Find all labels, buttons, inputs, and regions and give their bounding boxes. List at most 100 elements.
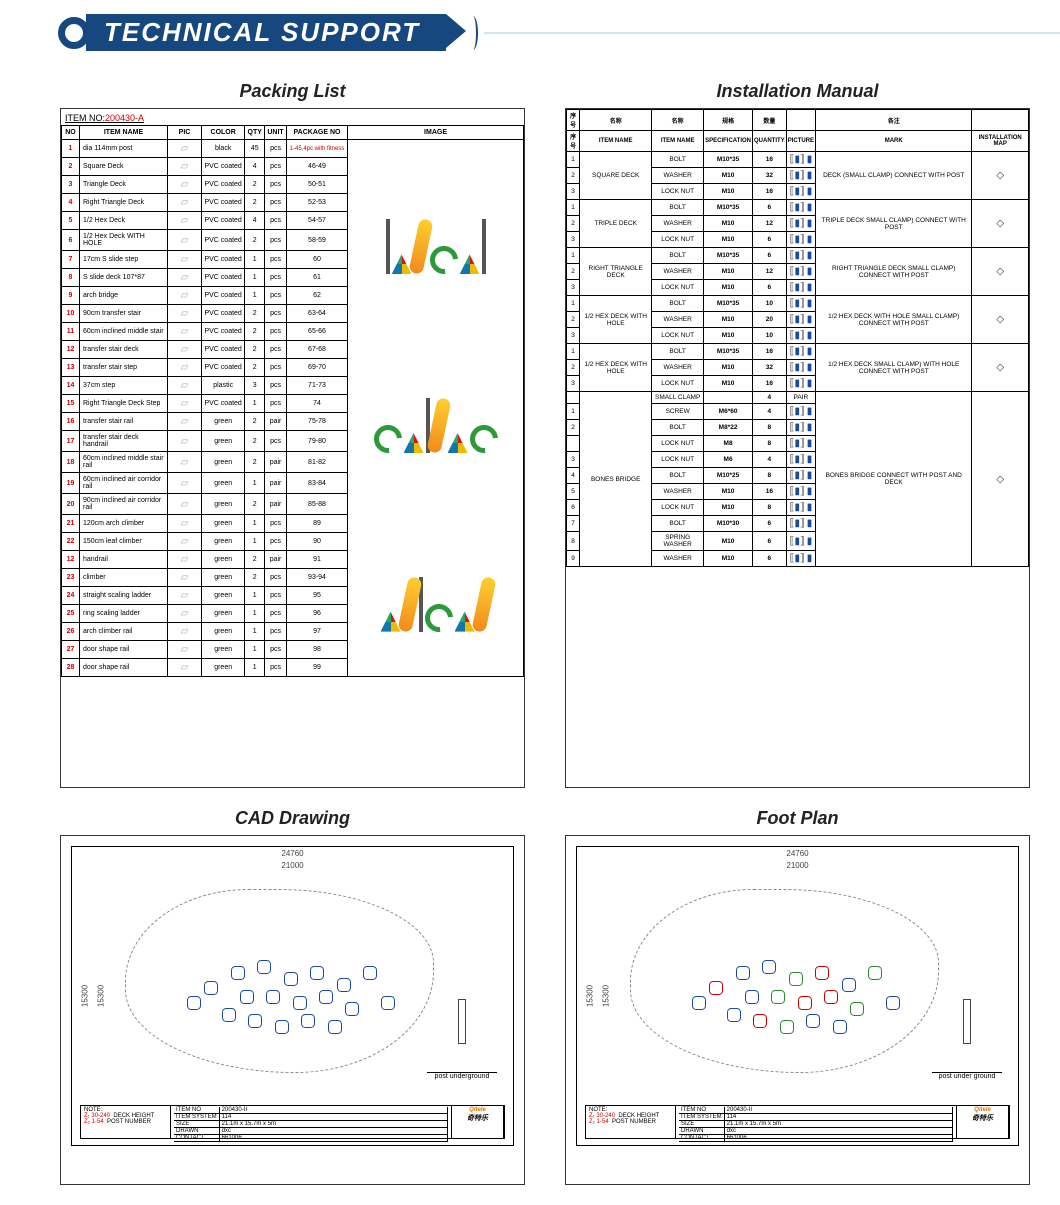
table-row: 2Square Deck▱PVC coated4pcs46-49 bbox=[62, 158, 348, 176]
banner-dot-icon bbox=[58, 17, 90, 49]
foot-safety-boundary bbox=[630, 889, 939, 1074]
table-row: 11/2 HEX DECK WITH HOLEBOLTM10*3510⟦▮⟧ ▮… bbox=[567, 296, 1029, 312]
cad-node bbox=[692, 996, 706, 1010]
cad-node bbox=[745, 990, 759, 1004]
table-row: 1160cm inclined middle stair▱PVC coated2… bbox=[62, 323, 348, 341]
table-row: 15Right Triangle Deck Step▱PVC coated1pc… bbox=[62, 395, 348, 413]
packing-title: Packing List bbox=[60, 81, 525, 102]
titleblock-logo: Qitele奇特乐 bbox=[957, 1106, 1009, 1138]
install-table: 序号名称名称规格数量各注 序号ITEM NAMEITEM NAMESPECIFI… bbox=[566, 109, 1029, 567]
cad-node bbox=[806, 1014, 820, 1028]
packing-table: NOITEM NAMEPICCOLORQTYUNITPACKAGE NO 1di… bbox=[61, 125, 348, 677]
cad-node bbox=[753, 1014, 767, 1028]
cad-dim-inner-h: 15300 bbox=[97, 985, 106, 1007]
titleblock-note: NOTE:Z₁ 30-240 DECK HEIGHTZ₂ 1-54 POST N… bbox=[586, 1106, 676, 1138]
titleblock-fields: ITEM NO200430-IIITEM SYSTEM114SIZE21.1m … bbox=[171, 1106, 452, 1138]
table-row: 1RIGHT TRIANGLE DECKBOLTM10*356⟦▮⟧ ▮RIGH… bbox=[567, 248, 1029, 264]
cad-node bbox=[842, 978, 856, 992]
install-document: 序号名称名称规格数量各注 序号ITEM NAMEITEM NAMESPECIFI… bbox=[565, 108, 1030, 788]
cad-node bbox=[222, 1008, 236, 1022]
table-row: 9arch bridge▱PVC coated1pcs62 bbox=[62, 287, 348, 305]
foot-frame: 24760 21000 15300 15300 post under groun… bbox=[576, 846, 1019, 1146]
item-no-label: ITEM NO: bbox=[65, 113, 105, 123]
table-row: 1960cm inclined air corridor rail▱green1… bbox=[62, 473, 348, 494]
playground-render-1 bbox=[348, 140, 523, 319]
cad-node bbox=[709, 981, 723, 995]
foot-post-label: post under ground bbox=[932, 1073, 1002, 1080]
install-panel: Installation Manual 序号名称名称规格数量各注 序号ITEM … bbox=[565, 81, 1030, 788]
cad-titleblock: NOTE:Z₁ 30-240 DECK HEIGHTZ₂ 1-54 POST N… bbox=[80, 1105, 505, 1139]
cad-panel: CAD Drawing 24760 21000 15300 15300 post… bbox=[60, 808, 525, 1185]
foot-dim-inner-w: 21000 bbox=[786, 861, 808, 870]
titleblock-logo: Qitele奇特乐 bbox=[452, 1106, 504, 1138]
table-row: 22150cm leaf climber▱green1pcs90 bbox=[62, 533, 348, 551]
foot-dim-inner-h: 15300 bbox=[602, 985, 611, 1007]
install-title: Installation Manual bbox=[565, 81, 1030, 102]
banner-chevron-icon bbox=[468, 16, 478, 50]
cad-node bbox=[886, 996, 900, 1010]
cad-node bbox=[762, 960, 776, 974]
table-row: 16transfer stair rail▱green2pair75-78 bbox=[62, 413, 348, 431]
cad-node bbox=[204, 981, 218, 995]
foot-post-detail: post under ground bbox=[932, 1029, 1002, 1099]
banner-rule bbox=[484, 32, 1060, 34]
table-row: 12transfer stair deck▱PVC coated2pcs67-6… bbox=[62, 341, 348, 359]
cad-node bbox=[824, 990, 838, 1004]
cad-node bbox=[275, 1020, 289, 1034]
image-col-header: IMAGE bbox=[348, 126, 523, 140]
foot-title: Foot Plan bbox=[565, 808, 1030, 829]
cad-node bbox=[248, 1014, 262, 1028]
cad-node bbox=[257, 960, 271, 974]
cad-node bbox=[293, 996, 307, 1010]
cad-node bbox=[310, 966, 324, 980]
packing-header: PACKAGE NO bbox=[286, 126, 347, 140]
cad-node bbox=[240, 990, 254, 1004]
cad-post-label: post underground bbox=[427, 1073, 497, 1080]
item-no-value: 200430-A bbox=[105, 113, 144, 123]
cad-node bbox=[319, 990, 333, 1004]
cad-node bbox=[833, 1020, 847, 1034]
foot-dim-outer-w: 24760 bbox=[786, 849, 808, 858]
table-row: 25ring scaling ladder▱green1pcs96 bbox=[62, 605, 348, 623]
item-no-line: ITEM NO:200430-A bbox=[61, 109, 524, 125]
packing-panel: Packing List ITEM NO:200430-A NOITEM NAM… bbox=[60, 81, 525, 788]
packing-document: ITEM NO:200430-A NOITEM NAMEPICCOLORQTYU… bbox=[60, 108, 525, 788]
cad-node bbox=[328, 1020, 342, 1034]
cad-node bbox=[780, 1020, 794, 1034]
table-row: 21120cm arch climber▱green1pcs89 bbox=[62, 515, 348, 533]
playground-render-3 bbox=[348, 497, 523, 676]
titleblock-note: NOTE:Z₁ 30-240 DECK HEIGHTZ₂ 1-54 POST N… bbox=[81, 1106, 171, 1138]
table-row: 26arch climber rail▱green1pcs97 bbox=[62, 623, 348, 641]
foot-panel: Foot Plan 24760 21000 15300 15300 post u… bbox=[565, 808, 1030, 1185]
cad-node bbox=[266, 990, 280, 1004]
table-row: 8S slide deck 107*87▱PVC coated1pcs61 bbox=[62, 269, 348, 287]
cad-post-detail: post underground bbox=[427, 1029, 497, 1099]
cad-node bbox=[231, 966, 245, 980]
cad-node bbox=[771, 990, 785, 1004]
table-row: 11/2 HEX DECK WITH HOLEBOLTM10*3516⟦▮⟧ ▮… bbox=[567, 344, 1029, 360]
cad-node bbox=[187, 996, 201, 1010]
header-banner: TECHNICAL SUPPORT bbox=[58, 14, 1060, 51]
table-row: 1437cm step▱plastic3pcs71-73 bbox=[62, 377, 348, 395]
cad-node bbox=[815, 966, 829, 980]
cad-node bbox=[337, 978, 351, 992]
cad-node bbox=[727, 1008, 741, 1022]
table-row: 1860cm inclined middle stair rail▱green2… bbox=[62, 452, 348, 473]
cad-frame: 24760 21000 15300 15300 post underground… bbox=[71, 846, 514, 1146]
table-row: 23climber▱green2pcs93-94 bbox=[62, 569, 348, 587]
table-row: BONES BRIDGESMALL CLAMP4PAIRBONES BRIDGE… bbox=[567, 392, 1029, 404]
cad-node bbox=[789, 972, 803, 986]
cad-node bbox=[868, 966, 882, 980]
foot-document: 24760 21000 15300 15300 post under groun… bbox=[565, 835, 1030, 1185]
table-row: 717cm S slide step▱PVC coated1pcs60 bbox=[62, 251, 348, 269]
table-row: 61/2 Hex Deck WITH HOLE▱PVC coated2pcs58… bbox=[62, 230, 348, 251]
table-row: 28door shape rail▱green1pcs99 bbox=[62, 659, 348, 677]
packing-image-column: IMAGE bbox=[348, 125, 524, 677]
cad-node bbox=[736, 966, 750, 980]
cad-node bbox=[301, 1014, 315, 1028]
cad-node bbox=[381, 996, 395, 1010]
packing-header: UNIT bbox=[265, 126, 287, 140]
cad-node bbox=[798, 996, 812, 1010]
table-row: 1SQUARE DECKBOLTM10*3516⟦▮⟧ ▮DECK (SMALL… bbox=[567, 152, 1029, 168]
cad-dim-inner-w: 21000 bbox=[281, 861, 303, 870]
